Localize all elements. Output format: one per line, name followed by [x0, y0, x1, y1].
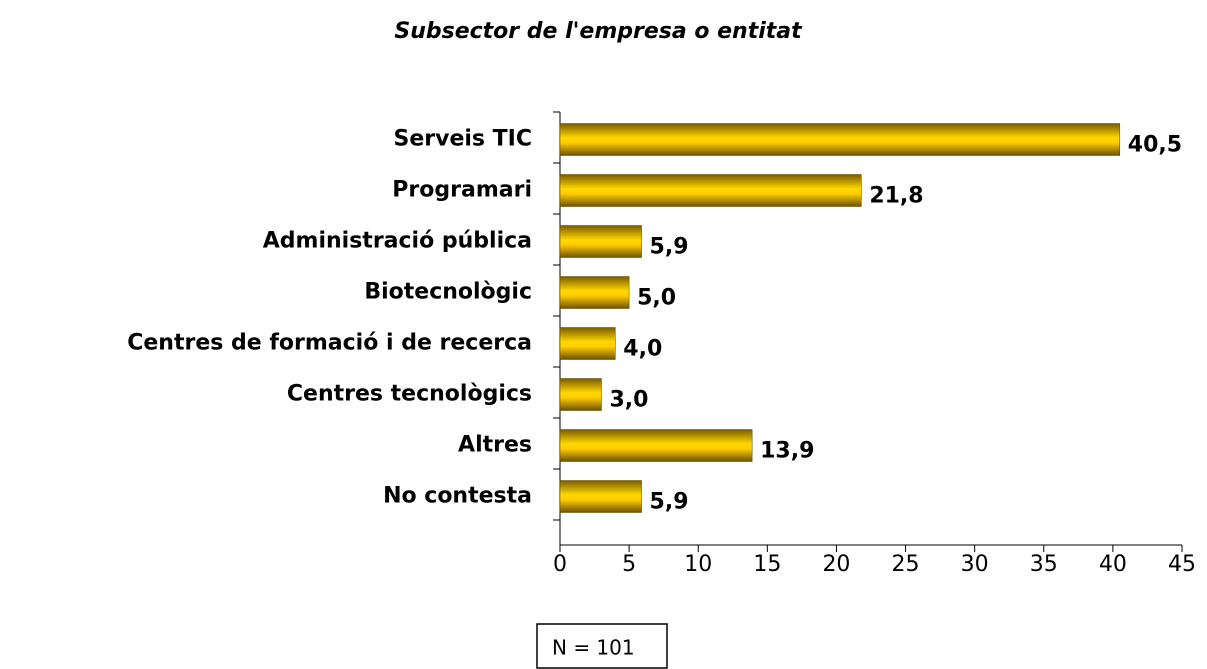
- x-tick-label: 15: [753, 552, 781, 577]
- value-label: 5,0: [637, 286, 676, 311]
- bar: [559, 327, 616, 360]
- x-tick-label: 40: [1099, 552, 1127, 577]
- value-label: 4,0: [623, 337, 662, 362]
- value-label: 5,9: [650, 235, 689, 260]
- x-tick-label: 10: [684, 552, 712, 577]
- category-label: Administració pública: [263, 229, 532, 254]
- bar: [559, 378, 602, 411]
- chart-title: Subsector de l'empresa o entitat: [394, 19, 803, 44]
- bar: [559, 123, 1121, 156]
- annotation-box: [536, 623, 668, 669]
- value-label: 5,9: [650, 490, 689, 515]
- x-tick-label: 0: [553, 552, 567, 577]
- bar: [559, 480, 642, 513]
- bar: [559, 429, 753, 462]
- bar: [559, 276, 630, 309]
- value-label: 40,5: [1128, 133, 1182, 158]
- bar: [559, 225, 642, 258]
- x-tick-label: 45: [1168, 552, 1196, 577]
- category-label: Serveis TIC: [393, 127, 532, 152]
- category-label: Centres tecnològics: [287, 382, 532, 407]
- x-tick-label: 25: [892, 552, 920, 577]
- category-label: No contesta: [383, 484, 532, 509]
- category-label: Altres: [458, 433, 532, 458]
- category-label: Programari: [392, 178, 532, 203]
- category-label: Centres de formació i de recerca: [127, 331, 532, 356]
- category-label: Biotecnològic: [364, 280, 532, 305]
- value-label: 13,9: [760, 439, 814, 464]
- x-tick-label: 5: [622, 552, 636, 577]
- annotation: N = 101: [552, 636, 635, 660]
- value-label: 21,8: [869, 184, 923, 209]
- value-label: 3,0: [609, 388, 648, 413]
- bar: [559, 174, 862, 207]
- x-tick-label: 30: [961, 552, 989, 577]
- x-tick-label: 20: [822, 552, 850, 577]
- x-tick-label: 35: [1030, 552, 1058, 577]
